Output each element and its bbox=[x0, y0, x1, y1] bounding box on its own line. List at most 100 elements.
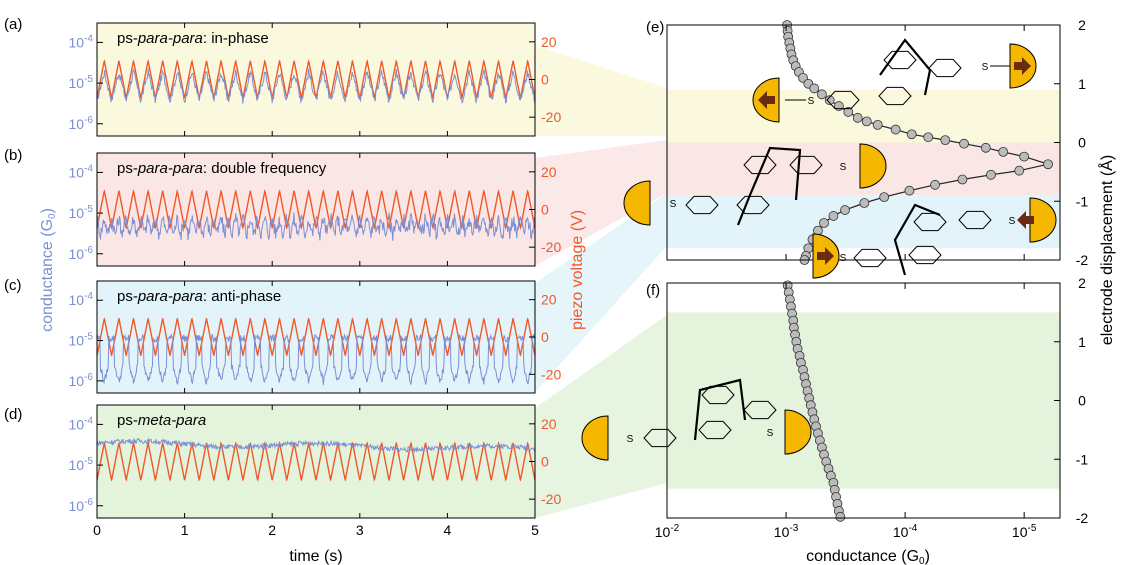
sulfur-atom-label: S bbox=[840, 162, 847, 173]
conductance-tick-label-exp: -5 bbox=[84, 456, 93, 467]
panel-title-part: : double frequency bbox=[203, 160, 327, 177]
displacement-tick-label: 1 bbox=[1078, 76, 1086, 92]
voltage-tick-label: 20 bbox=[541, 416, 557, 432]
conductance-tick-label-base: 10 bbox=[69, 75, 85, 91]
conductance-tick-label-exp: -5 bbox=[1027, 523, 1036, 534]
time-tick-label: 3 bbox=[356, 522, 364, 538]
conductance-tick-label: 10-6 bbox=[69, 372, 94, 389]
sulfur-atom-label: S bbox=[670, 199, 677, 210]
panel-letter-a: (a) bbox=[4, 16, 22, 33]
panel-background bbox=[97, 23, 535, 136]
phenyl-ring bbox=[789, 155, 823, 175]
conductance-tick-label-base: 10 bbox=[1012, 524, 1028, 540]
phenyl-ring bbox=[643, 428, 677, 448]
arrow-icon bbox=[758, 91, 775, 109]
voltage-tick-label: 0 bbox=[541, 202, 549, 218]
conductance-tick-label-exp: -4 bbox=[84, 291, 93, 302]
sulfur-atom-label: S bbox=[982, 62, 989, 73]
displacement-tick-label: 2 bbox=[1078, 275, 1086, 291]
voltage-tick-label: 0 bbox=[541, 454, 549, 470]
displacement-tick-label: 2 bbox=[1078, 17, 1086, 33]
conductance-tick-label-exp: -6 bbox=[84, 372, 93, 383]
voltage-tick-label: -20 bbox=[541, 366, 561, 382]
panel-background bbox=[97, 405, 535, 518]
gold-electrode bbox=[784, 409, 812, 455]
conductance-tick-label: 10-4 bbox=[69, 163, 94, 180]
conductance-tick-label-base: 10 bbox=[69, 416, 85, 432]
data-point bbox=[940, 135, 951, 146]
sulfur-atom-label: S bbox=[840, 253, 847, 264]
bridge-bond bbox=[693, 378, 747, 441]
molecule-anti-phase: SS bbox=[812, 197, 1057, 279]
conductance-tick-label-base: 10 bbox=[69, 205, 85, 221]
left-y-axis-title-close: ) bbox=[39, 208, 56, 213]
data-point bbox=[998, 146, 1009, 157]
bridge-bond bbox=[879, 38, 932, 96]
phenyl-ring bbox=[701, 385, 735, 405]
phenyl-ring bbox=[736, 195, 770, 215]
left-y-axis-title-sub: 0 bbox=[47, 213, 58, 219]
voltage-tick-label: -20 bbox=[541, 491, 561, 507]
arrow-icon bbox=[1017, 211, 1034, 229]
conductance-axis-title-text: conductance (G bbox=[806, 548, 919, 565]
data-point bbox=[986, 169, 996, 180]
conductance-tick-label-base: 10 bbox=[69, 34, 85, 50]
phenyl-ring bbox=[826, 90, 860, 110]
panel-title-part: ps- bbox=[117, 412, 138, 429]
panel-title-part: ps- bbox=[117, 160, 138, 177]
phenyl-ring bbox=[883, 50, 917, 70]
data-point bbox=[833, 101, 844, 111]
gold-electrode bbox=[1029, 197, 1057, 243]
arrow-icon bbox=[1014, 57, 1031, 75]
panel-title: ps-para-para: in-phase bbox=[117, 30, 269, 47]
data-point bbox=[872, 119, 883, 130]
phenyl-ring bbox=[928, 58, 962, 78]
panel-letter-f: (f) bbox=[646, 282, 660, 299]
conductance-tick-label: 10-5 bbox=[69, 74, 94, 91]
data-point bbox=[835, 511, 846, 522]
conductance-trace bbox=[96, 212, 536, 241]
connector-ribbon bbox=[535, 193, 667, 392]
conductance-tick-label: 10-4 bbox=[893, 523, 918, 540]
conductance-tick-label: 10-5 bbox=[69, 332, 94, 349]
molecule-double-frequency: SS bbox=[623, 143, 887, 226]
data-point bbox=[1014, 165, 1025, 176]
data-point bbox=[930, 179, 940, 190]
displacement-tick-label: -2 bbox=[1076, 510, 1089, 526]
conductance-tick-label: 10-6 bbox=[69, 497, 94, 514]
sulfur-atom-label: S bbox=[627, 434, 634, 445]
piezo-voltage-trace bbox=[96, 59, 536, 100]
conductance-tick-label-base: 10 bbox=[69, 457, 85, 473]
panel-letter-d: (d) bbox=[4, 406, 22, 423]
displacement-tick-label: 1 bbox=[1078, 334, 1086, 350]
data-point bbox=[879, 192, 890, 203]
time-tick-label: 4 bbox=[444, 522, 452, 538]
data-point bbox=[828, 211, 839, 221]
conductance-tick-label-base: 10 bbox=[655, 524, 671, 540]
molecule-meta-para: SS bbox=[581, 378, 812, 461]
sulfur-atom-label: S bbox=[767, 428, 774, 439]
time-axis-title: time (s) bbox=[289, 548, 342, 565]
data-point bbox=[819, 218, 829, 228]
conductance-tick-label-exp: -4 bbox=[84, 415, 93, 426]
conductance-tick-label-exp: -5 bbox=[84, 332, 93, 343]
displacement-tick-label: -2 bbox=[1076, 252, 1089, 268]
conductance-tick-label-base: 10 bbox=[69, 246, 85, 262]
conductance-tick-label-base: 10 bbox=[69, 373, 85, 389]
data-point bbox=[809, 83, 820, 94]
conductance-tick-label-exp: -6 bbox=[84, 115, 93, 126]
conductance-tick-label: 10-5 bbox=[69, 204, 94, 221]
panel-title-part: para-para bbox=[137, 160, 203, 177]
panel-title-part: para-para bbox=[137, 30, 203, 47]
data-point bbox=[1043, 159, 1053, 170]
conductance-tick-label-base: 10 bbox=[69, 292, 85, 308]
piezo-voltage-trace bbox=[96, 189, 536, 230]
conductance-tick-label-base: 10 bbox=[774, 524, 790, 540]
phenyl-ring bbox=[878, 86, 912, 106]
data-point bbox=[1019, 151, 1030, 162]
displacement-tick-label: 0 bbox=[1078, 393, 1086, 409]
